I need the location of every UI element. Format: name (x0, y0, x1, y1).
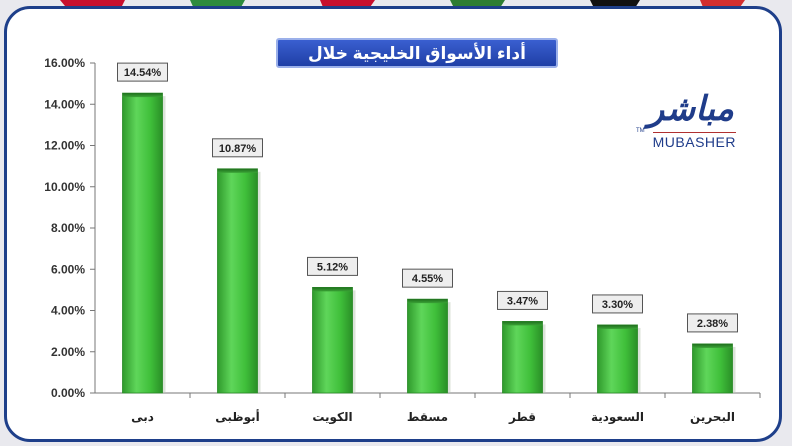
data-label-box (687, 313, 738, 333)
logo-english: MUBASHER (652, 132, 736, 150)
chart-title: أداء الأسواق الخليجية خلال الأسبوع (276, 38, 558, 91)
category-label: دبى (131, 410, 154, 424)
category-label: الكويت (312, 410, 352, 425)
bar-top (122, 93, 163, 98)
y-tick-label: 0.00% (51, 386, 85, 400)
data-label-box (592, 294, 643, 314)
data-label: 2.38% (697, 318, 728, 330)
category-label: أبوظبى (215, 409, 259, 425)
bar-top (217, 168, 258, 173)
y-tick-label: 10.00% (44, 180, 85, 194)
bar-top (597, 324, 638, 329)
data-label: 3.47% (507, 295, 538, 307)
bar (597, 324, 638, 394)
logo-arabic: مباشر (647, 90, 734, 128)
data-label: 10.87% (219, 143, 257, 155)
y-tick-label: 2.00% (51, 345, 85, 359)
data-label-box (497, 290, 548, 310)
bar (407, 298, 448, 394)
logo-tm: TM (636, 128, 645, 134)
bar (122, 92, 163, 394)
data-label: 3.30% (602, 299, 633, 311)
data-label-box (402, 268, 453, 288)
bar-top (502, 321, 543, 326)
category-label: السعودية (591, 410, 644, 425)
data-label-box (307, 256, 358, 276)
data-label-box (212, 138, 263, 158)
category-label: البحرين (690, 410, 735, 424)
mubasher-logo: مباشر TM MUBASHER (628, 90, 738, 160)
y-tick-label: 4.00% (51, 304, 85, 318)
y-tick-label: 16.00% (44, 56, 85, 70)
bar (692, 343, 733, 394)
data-label: 5.12% (317, 261, 348, 273)
y-tick-label: 14.00% (44, 97, 85, 111)
bar-top (407, 299, 448, 304)
category-label: قطر (508, 410, 536, 424)
data-label: 14.54% (124, 67, 162, 79)
bar-top (312, 287, 353, 292)
data-label: 4.55% (412, 273, 443, 285)
bar-top (692, 343, 733, 348)
bar (312, 286, 353, 394)
bar (502, 321, 543, 394)
y-tick-label: 6.00% (51, 262, 85, 276)
bar (217, 168, 258, 394)
y-tick-label: 12.00% (44, 139, 85, 153)
y-tick-label: 8.00% (51, 221, 85, 235)
category-label: مسقط (407, 410, 448, 424)
data-label-box (117, 62, 168, 82)
